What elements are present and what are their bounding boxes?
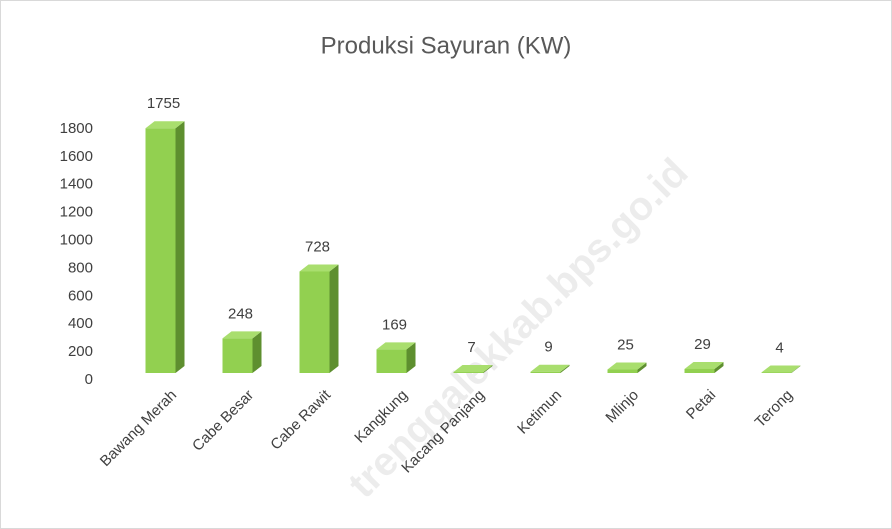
bar-front xyxy=(222,338,253,373)
bar-top xyxy=(453,365,493,373)
bar-side xyxy=(637,362,647,373)
bar-side xyxy=(560,364,570,373)
bar-side xyxy=(714,361,724,373)
bar-top xyxy=(530,364,570,372)
y-tick-label: 600 xyxy=(68,287,93,304)
data-label: 25 xyxy=(617,336,634,353)
bar-top xyxy=(145,121,185,129)
bar-top xyxy=(222,331,262,339)
bar-front xyxy=(761,372,792,373)
bar-top xyxy=(684,361,724,369)
y-tick-label: 1000 xyxy=(60,232,93,249)
y-tick-label: 0 xyxy=(85,371,93,388)
y-tick-label: 1200 xyxy=(60,204,93,221)
data-label: 7 xyxy=(467,339,475,356)
data-label: 1755 xyxy=(147,95,180,112)
bar xyxy=(222,331,262,373)
bar xyxy=(376,342,416,373)
bar-top xyxy=(376,342,416,350)
bar xyxy=(530,364,570,373)
data-label: 248 xyxy=(228,305,253,322)
bar-front xyxy=(530,371,561,373)
data-label: 29 xyxy=(694,336,711,353)
bar-side xyxy=(175,121,185,374)
bar-front xyxy=(453,372,484,373)
bar-top xyxy=(607,362,647,370)
chart-title: Produksi Sayuran (KW) xyxy=(321,32,572,59)
bar xyxy=(761,365,801,373)
y-tick-label: 1400 xyxy=(60,176,93,193)
bar xyxy=(684,361,724,373)
y-tick-label: 200 xyxy=(68,343,93,360)
data-label: 4 xyxy=(775,339,783,356)
bar-top xyxy=(299,264,339,272)
y-tick-label: 1800 xyxy=(60,120,93,137)
bar-side xyxy=(252,331,262,373)
bar-front xyxy=(376,349,407,373)
bar-side xyxy=(791,365,801,373)
bar-front xyxy=(145,128,176,373)
y-tick-label: 1600 xyxy=(60,148,93,165)
data-label: 169 xyxy=(382,316,407,333)
bar-front xyxy=(299,271,330,373)
bar xyxy=(453,365,493,373)
bar xyxy=(299,264,339,373)
y-tick-label: 400 xyxy=(68,315,93,332)
bar xyxy=(607,362,647,373)
bar-side xyxy=(329,264,339,373)
bar-top xyxy=(761,365,801,373)
bar-side xyxy=(483,365,493,373)
bar-front xyxy=(684,368,715,373)
data-label: 9 xyxy=(544,339,552,356)
y-tick-label: 800 xyxy=(68,259,93,276)
bar-side xyxy=(406,342,416,373)
bar xyxy=(145,121,185,374)
bar-front xyxy=(607,369,638,373)
data-label: 728 xyxy=(305,238,330,255)
